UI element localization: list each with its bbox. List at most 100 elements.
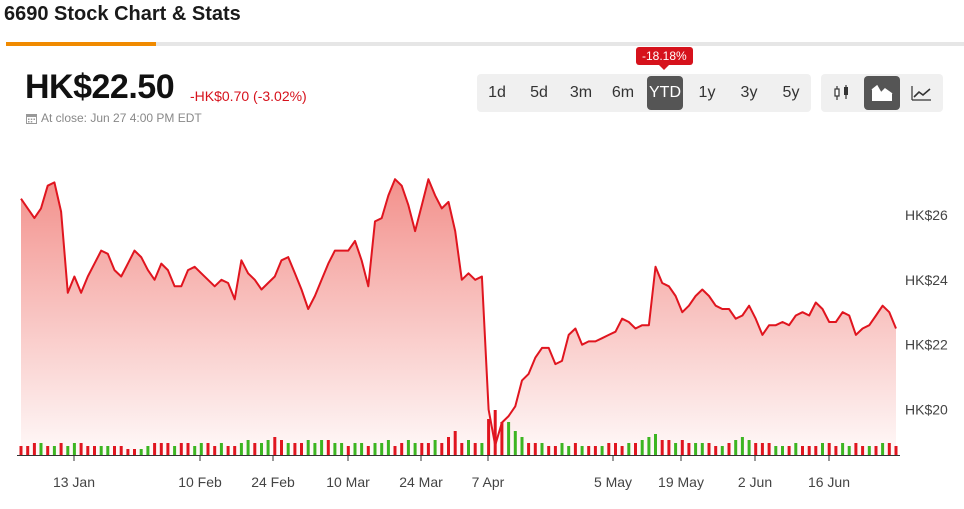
y-tick-label: HK$24 bbox=[905, 272, 948, 288]
range-button-3y[interactable]: 3y bbox=[740, 84, 758, 101]
line-icon bbox=[911, 86, 931, 101]
volume-bar bbox=[380, 443, 384, 455]
volume-bar bbox=[667, 440, 671, 455]
volume-bar bbox=[774, 446, 778, 455]
x-tick-label: 13 Jan bbox=[53, 474, 95, 490]
range-button-3m[interactable]: 3m bbox=[569, 84, 593, 101]
x-tick-label: 24 Mar bbox=[399, 474, 443, 490]
volume-bar bbox=[206, 443, 210, 455]
volume-bar bbox=[166, 443, 170, 455]
volume-bar bbox=[593, 446, 597, 455]
volume-bar bbox=[333, 443, 337, 455]
volume-bar bbox=[540, 443, 544, 455]
volume-bar bbox=[79, 443, 83, 455]
volume-bar bbox=[640, 440, 644, 455]
volume-bar bbox=[420, 443, 424, 455]
range-button-5y[interactable]: 5y bbox=[782, 84, 800, 101]
volume-bar bbox=[587, 446, 591, 455]
line-chart-button[interactable] bbox=[904, 76, 940, 110]
volume-bar bbox=[139, 449, 143, 455]
volume-bar bbox=[847, 446, 851, 455]
volume-bar bbox=[52, 446, 56, 455]
volume-bar bbox=[513, 431, 517, 455]
volume-bar bbox=[280, 440, 283, 455]
volume-bar bbox=[246, 440, 250, 455]
volume-bar bbox=[219, 443, 223, 455]
volume-bar bbox=[393, 446, 397, 455]
volume-bar bbox=[213, 446, 217, 455]
volume-bar bbox=[874, 446, 878, 455]
volume-bar bbox=[173, 446, 177, 455]
volume-bar bbox=[153, 443, 157, 455]
volume-bar bbox=[273, 437, 277, 455]
volume-bar bbox=[654, 434, 657, 455]
range-change-badge: -18.18% bbox=[636, 47, 693, 70]
range-button-6m[interactable]: 6m bbox=[611, 84, 635, 101]
volume-bar bbox=[93, 446, 96, 455]
volume-bar bbox=[146, 446, 150, 455]
volume-bar bbox=[527, 443, 531, 455]
mountain-chart-button[interactable] bbox=[864, 76, 900, 110]
volume-bar bbox=[794, 443, 798, 455]
volume-bar bbox=[326, 440, 330, 455]
volume-bar bbox=[253, 443, 257, 455]
volume-bar bbox=[687, 443, 691, 455]
volume-bar bbox=[694, 443, 698, 455]
volume-bar bbox=[827, 443, 831, 455]
volume-bar bbox=[86, 446, 90, 455]
volume-bar bbox=[754, 443, 758, 455]
volume-bar bbox=[433, 440, 437, 455]
volume-bar bbox=[854, 443, 858, 455]
volume-bar bbox=[72, 443, 76, 455]
price-change: -HK$0.70 (-3.02%) bbox=[190, 88, 307, 104]
volume-bar bbox=[760, 443, 764, 455]
candlestick-icon bbox=[834, 85, 848, 100]
volume-bar bbox=[193, 446, 197, 455]
volume-bar bbox=[26, 446, 30, 455]
volume-bar bbox=[199, 443, 203, 455]
volume-bar bbox=[99, 446, 103, 455]
y-tick-label: HK$22 bbox=[905, 337, 948, 353]
range-button-1y[interactable]: 1y bbox=[698, 84, 716, 101]
volume-bar bbox=[346, 446, 350, 455]
volume-bar bbox=[233, 446, 237, 455]
volume-bar bbox=[300, 443, 303, 455]
volume-bar bbox=[487, 419, 491, 455]
volume-bar bbox=[413, 443, 417, 455]
volume-bar bbox=[426, 443, 430, 455]
y-tick-label: HK$26 bbox=[905, 207, 948, 223]
volume-bar bbox=[834, 446, 838, 455]
volume-bar bbox=[266, 440, 270, 455]
range-button-ytd[interactable]: YTD bbox=[647, 76, 683, 110]
volume-bar bbox=[106, 446, 110, 455]
volume-bar bbox=[226, 446, 230, 455]
volume-bar bbox=[560, 443, 564, 455]
volume-bar bbox=[66, 446, 70, 455]
volume-bar bbox=[239, 443, 243, 455]
range-button-5d[interactable]: 5d bbox=[530, 84, 548, 101]
volume-bar bbox=[620, 446, 624, 455]
price-line bbox=[20, 178, 897, 447]
close-info-text: At close: Jun 27 4:00 PM EDT bbox=[41, 111, 202, 125]
volume-bar bbox=[781, 446, 784, 455]
x-tick-label: 10 Feb bbox=[178, 474, 222, 490]
candlestick-chart-button[interactable] bbox=[824, 76, 860, 110]
volume-bar bbox=[186, 443, 190, 455]
calendar-icon bbox=[26, 113, 37, 124]
volume-bar bbox=[894, 446, 898, 455]
range-button-1d[interactable]: 1d bbox=[488, 84, 506, 101]
volume-bar bbox=[881, 443, 885, 455]
volume-bar bbox=[887, 443, 891, 455]
volume-bar bbox=[340, 443, 344, 455]
volume-bar bbox=[821, 443, 824, 455]
volume-bar bbox=[353, 443, 357, 455]
x-tick-label: 2 Jun bbox=[738, 474, 772, 490]
volume-bar bbox=[767, 443, 771, 455]
price-area bbox=[21, 179, 896, 455]
chart-type-selector bbox=[821, 74, 943, 112]
close-info: At close: Jun 27 4:00 PM EDT bbox=[26, 111, 202, 125]
volume-bar bbox=[159, 443, 163, 455]
volume-bar bbox=[360, 443, 364, 455]
volume-bar bbox=[647, 437, 651, 455]
